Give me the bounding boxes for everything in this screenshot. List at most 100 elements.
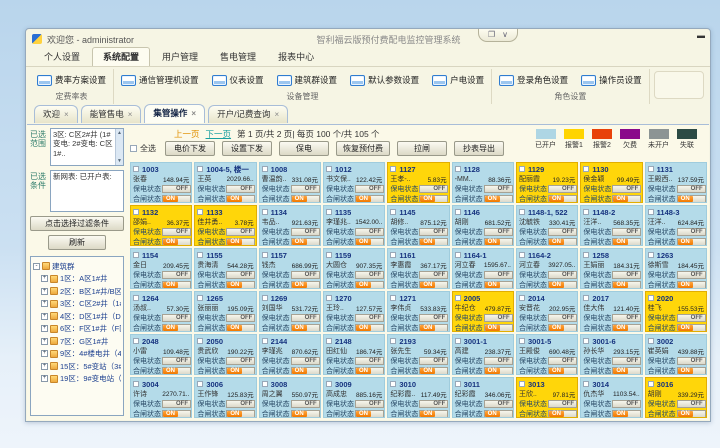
card-checkbox[interactable] [647, 166, 654, 172]
power-keep-toggle[interactable]: OFF [419, 400, 449, 408]
meter-card[interactable]: 1159 大圆仓 907.35元 保电状态 OFF [322, 248, 386, 289]
scroll-down-icon[interactable]: ▼ [117, 157, 122, 164]
switch-state-toggle[interactable]: ON [162, 324, 191, 331]
expand-icon[interactable]: + [41, 325, 48, 332]
expand-icon[interactable]: + [41, 275, 48, 282]
power-keep-toggle[interactable]: OFF [419, 228, 449, 236]
power-keep-toggle[interactable]: OFF [483, 400, 513, 408]
ribbon-tab[interactable]: 用户管理 [162, 52, 199, 62]
power-keep-toggle[interactable]: OFF [419, 271, 449, 279]
card-checkbox[interactable] [647, 209, 654, 215]
building-tree[interactable]: - 建筑群 + 1区：A区1#井 + [30, 256, 124, 416]
switch-state-toggle[interactable]: ON [162, 410, 191, 417]
power-keep-toggle[interactable]: OFF [226, 185, 256, 193]
power-keep-toggle[interactable]: OFF [676, 314, 706, 322]
card-checkbox[interactable] [390, 338, 397, 344]
card-checkbox[interactable] [583, 166, 590, 172]
meter-card[interactable]: 1258 王娟丽 184.31元 保电状态 OFF [580, 248, 643, 289]
switch-state-toggle[interactable]: ON [612, 324, 642, 331]
power-keep-toggle[interactable]: OFF [483, 314, 513, 322]
switch-state-toggle[interactable]: ON [483, 195, 513, 202]
switch-state-toggle[interactable]: ON [483, 367, 513, 374]
tree-item[interactable]: + 6区：F区1#井（F区1#.. [41, 323, 121, 334]
card-checkbox[interactable] [583, 209, 590, 215]
expand-icon[interactable]: + [41, 362, 48, 370]
power-keep-toggle[interactable]: OFF [290, 400, 320, 408]
select-all-checkbox[interactable] [130, 145, 137, 152]
switch-state-toggle[interactable]: ON [612, 238, 642, 245]
minimize-button[interactable]: ▬ [697, 31, 705, 40]
card-checkbox[interactable] [454, 209, 461, 215]
switch-state-toggle[interactable]: ON [612, 410, 642, 417]
card-checkbox[interactable] [390, 381, 397, 387]
power-keep-toggle[interactable]: OFF [226, 314, 256, 322]
switch-state-toggle[interactable]: ON [676, 281, 706, 288]
ribbon-tab[interactable]: 个人设置 [44, 52, 81, 62]
meter-card[interactable]: 1129 配丽霞 19.23元 保电状态 OFF [515, 162, 579, 203]
meter-card[interactable]: 3010 纪彩霞.. 117.49元 保电状态 OFF [387, 377, 450, 418]
ribbon-tab[interactable]: 报表中心 [278, 52, 315, 62]
card-checkbox[interactable] [197, 295, 204, 301]
meter-card[interactable]: 1270 王玲.. 127.57元 保电状态 OFF [322, 291, 386, 332]
switch-state-toggle[interactable]: ON [162, 238, 191, 245]
filter-condition-button[interactable]: 点击选择过滤条件 [30, 216, 124, 231]
meter-card[interactable]: 1157 钱杰 686.99元 保电状态 OFF [258, 248, 321, 289]
meter-card[interactable]: 2014 安晋花 202.95元 保电状态 OFF [515, 291, 579, 332]
switch-state-toggle[interactable]: ON [419, 367, 449, 374]
card-checkbox[interactable] [518, 209, 525, 215]
toolbar-button[interactable]: 恢复预付费 [336, 141, 390, 156]
selected-condition-box[interactable]: 新网表: 已开户表: [50, 170, 124, 212]
card-checkbox[interactable] [325, 252, 332, 258]
meter-card[interactable]: 2193 张先生 59.34元 保电状态 OFF [387, 334, 450, 375]
power-keep-toggle[interactable]: OFF [612, 271, 642, 279]
tree-item[interactable]: + 1区：A区1#井 [41, 273, 121, 284]
meter-card[interactable]: 3016 胡刚 339.29元 保电状态 OFF [644, 377, 707, 418]
switch-state-toggle[interactable]: ON [676, 367, 706, 374]
power-keep-toggle[interactable]: OFF [419, 314, 449, 322]
power-keep-toggle[interactable]: OFF [354, 228, 384, 236]
toolbar-button[interactable]: 保电 [279, 141, 329, 156]
card-checkbox[interactable] [261, 338, 268, 344]
meter-card[interactable]: 1148-1, 522 沈毓铁 330.41元 保电状态 OFF [515, 205, 579, 246]
card-checkbox[interactable] [133, 209, 139, 215]
power-keep-toggle[interactable]: OFF [162, 185, 191, 193]
card-checkbox[interactable] [133, 166, 139, 172]
card-checkbox[interactable] [133, 338, 139, 344]
power-keep-toggle[interactable]: OFF [483, 228, 513, 236]
switch-state-toggle[interactable]: ON [419, 195, 449, 202]
power-keep-toggle[interactable]: OFF [290, 314, 320, 322]
expand-icon[interactable]: + [41, 350, 48, 357]
card-checkbox[interactable] [454, 295, 461, 301]
card-checkbox[interactable] [197, 209, 204, 215]
ribbon-button[interactable]: 登录角色设置 [497, 72, 570, 88]
meter-card[interactable]: 1271 李伟贞 533.83元 保电状态 OFF [387, 291, 450, 332]
power-keep-toggle[interactable]: OFF [612, 185, 642, 193]
card-checkbox[interactable] [325, 381, 332, 387]
meter-card[interactable]: 1164-2 河立春 3927.05.. 保电状态 OFF [515, 248, 579, 289]
refresh-button[interactable]: 刷新 [48, 235, 106, 250]
meter-card[interactable]: 3001-1 高建 238.37元 保电状态 OFF [451, 334, 514, 375]
prev-page-link[interactable]: 上一页 [174, 128, 200, 139]
power-keep-toggle[interactable]: OFF [483, 185, 513, 193]
card-checkbox[interactable] [261, 166, 268, 172]
meter-card[interactable]: 1145 胡修.. 875.12元 保电状态 OFF [387, 205, 450, 246]
power-keep-toggle[interactable]: OFF [226, 400, 256, 408]
meter-card[interactable]: 1012 书文保.. 122.42元 保电状态 OFF [322, 162, 386, 203]
power-keep-toggle[interactable]: OFF [162, 400, 191, 408]
meter-card[interactable]: 3006 王作锋 125.83元 保电状态 OFF [194, 377, 257, 418]
card-checkbox[interactable] [261, 209, 268, 215]
power-keep-toggle[interactable]: OFF [226, 228, 256, 236]
meter-card[interactable]: 1135 李瑾兆.. 1542.00.. 保电状态 OFF [322, 205, 386, 246]
card-checkbox[interactable] [583, 381, 590, 387]
meter-card[interactable]: 1131 王殿西.. 137.59元 保电状态 OFF [644, 162, 707, 203]
scroll-up-icon[interactable]: ▲ [117, 130, 122, 136]
meter-card[interactable]: 1148-3 汪洋.. 624.84元 保电状态 OFF [644, 205, 707, 246]
power-keep-toggle[interactable]: OFF [676, 185, 706, 193]
card-checkbox[interactable] [390, 252, 397, 258]
meter-card[interactable]: 1154 金日 209.45元 保电状态 OFF [130, 248, 193, 289]
ribbon-button[interactable]: 默认参数设置 [348, 72, 421, 88]
power-keep-toggle[interactable]: OFF [483, 271, 513, 279]
meter-card[interactable]: 3002 崔英娟 439.88元 保电状态 OFF [644, 334, 707, 375]
power-keep-toggle[interactable]: OFF [612, 400, 642, 408]
meter-card[interactable]: 2005 牛纪仓 479.87元 保电状态 OFF [451, 291, 514, 332]
